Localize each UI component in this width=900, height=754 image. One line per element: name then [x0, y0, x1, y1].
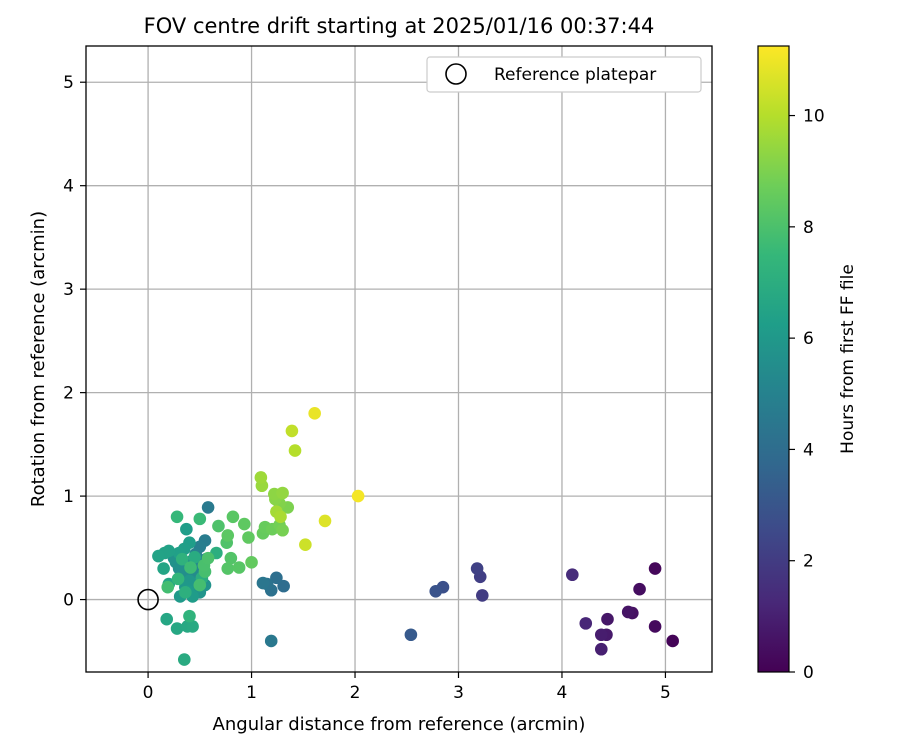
data-point — [242, 531, 255, 544]
data-point — [160, 612, 174, 626]
data-point — [201, 501, 215, 514]
data-point — [648, 620, 662, 633]
data-point — [285, 424, 299, 438]
colorbar-gradient — [757, 45, 790, 673]
y-axis-label: Rotation from reference (arcmin) — [28, 211, 49, 507]
colorbar: 0 2 4 6 8 10 Hours from first FF file — [757, 45, 858, 683]
colorbar-label: Hours from first FF file — [838, 264, 858, 454]
data-point — [594, 628, 608, 642]
data-point — [171, 572, 185, 586]
legend-entry-label: Reference platepar — [494, 65, 656, 85]
data-point — [232, 561, 246, 574]
data-point — [224, 551, 238, 565]
data-point — [152, 549, 165, 563]
colorbar-tick-label: 2 — [803, 552, 814, 572]
data-point — [226, 510, 240, 524]
legend: Reference platepar — [426, 56, 702, 93]
x-tick-label: 5 — [660, 683, 671, 703]
data-point — [188, 550, 201, 564]
data-point — [666, 634, 679, 648]
plot-area: 0 1 2 3 4 5 0 1 2 3 4 5 — [63, 45, 713, 703]
y-tick-label: 1 — [63, 487, 74, 507]
chart-title: FOV centre drift starting at 2025/01/16 … — [144, 14, 655, 38]
data-point — [579, 617, 593, 630]
data-point — [470, 562, 484, 575]
data-point — [157, 562, 170, 575]
data-point — [621, 605, 635, 619]
y-tick-label: 4 — [63, 177, 74, 197]
data-point — [180, 522, 193, 536]
data-point — [633, 582, 646, 596]
data-point — [170, 510, 184, 524]
data-point — [288, 444, 302, 457]
x-tick-label: 3 — [453, 683, 464, 703]
data-point — [270, 571, 283, 585]
x-tick-label: 2 — [350, 683, 361, 703]
data-point — [212, 519, 225, 533]
data-point — [318, 514, 332, 528]
colorbar-tick-label: 8 — [803, 218, 814, 238]
y-axis-ticks: 0 1 2 3 4 5 — [63, 73, 86, 611]
data-point — [179, 586, 192, 599]
colorbar-tick-label: 10 — [803, 107, 825, 127]
data-point — [254, 471, 268, 484]
x-tick-label: 1 — [246, 683, 257, 703]
y-tick-label: 2 — [63, 384, 74, 404]
data-point — [193, 512, 207, 526]
y-tick-label: 3 — [63, 280, 74, 300]
colorbar-tick-label: 6 — [803, 329, 814, 349]
x-tick-label: 4 — [557, 683, 568, 703]
data-point — [256, 576, 270, 590]
data-point — [183, 609, 196, 623]
data-point — [177, 653, 191, 666]
data-point — [308, 407, 321, 420]
data-point — [238, 517, 251, 531]
x-tick-label: 0 — [143, 683, 154, 703]
grid-layer — [86, 46, 712, 672]
data-point — [276, 523, 289, 537]
x-axis-label: Angular distance from reference (arcmin) — [213, 714, 586, 735]
data-point — [201, 551, 215, 565]
data-point — [351, 489, 365, 503]
data-point — [221, 562, 235, 575]
legend-box — [426, 56, 702, 93]
data-point — [429, 584, 443, 598]
colorbar-tick-label: 0 — [803, 663, 814, 683]
data-point — [299, 538, 312, 552]
data-point — [276, 486, 289, 500]
x-axis-ticks: 0 1 2 3 4 5 — [143, 672, 671, 703]
y-tick-label: 5 — [63, 73, 74, 93]
data-point — [566, 568, 579, 582]
plot-frame — [85, 45, 713, 673]
data-point — [601, 612, 614, 626]
reference-platepar-marker — [137, 588, 159, 611]
data-point — [184, 561, 197, 574]
data-point — [175, 552, 189, 566]
legend-marker — [445, 63, 467, 85]
data-point — [475, 589, 489, 602]
data-point — [648, 562, 662, 575]
y-tick-label: 0 — [63, 591, 74, 611]
colorbar-ticks: 0 2 4 6 8 10 — [789, 107, 825, 683]
data-point — [221, 529, 235, 542]
colorbar-tick-label: 4 — [803, 440, 814, 460]
data-point — [170, 622, 184, 635]
data-point — [274, 510, 287, 524]
data-point — [404, 628, 418, 642]
data-point — [186, 620, 199, 633]
data-point — [594, 642, 608, 656]
data-point — [161, 580, 175, 594]
data-point — [277, 579, 290, 593]
points-layer — [152, 407, 679, 666]
data-point — [245, 556, 258, 569]
data-point — [193, 578, 207, 592]
data-point — [264, 634, 278, 648]
